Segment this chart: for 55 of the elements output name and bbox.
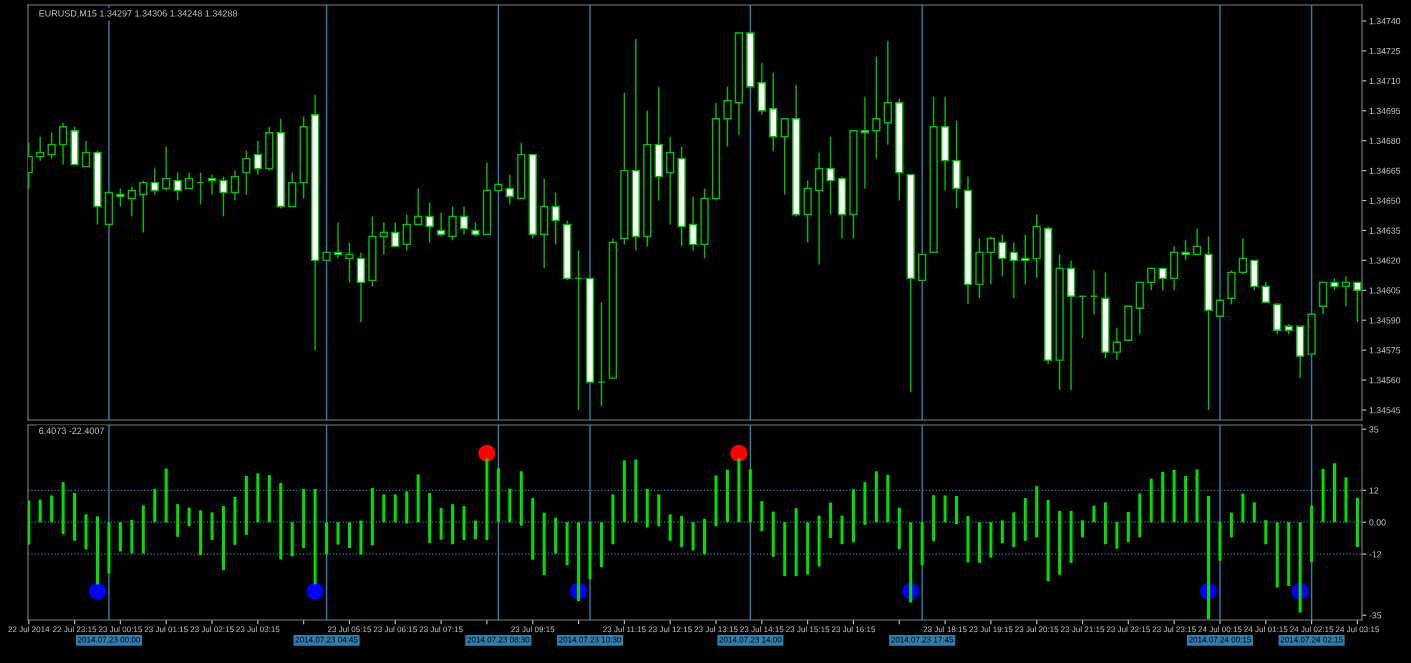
ref-line-label: 2014.07.23 00:00 xyxy=(77,636,140,643)
ref-line-label: 2014.07.24 00:15 xyxy=(1189,636,1251,643)
ref-line-label: 2014.07.23 14:00 xyxy=(719,636,782,643)
x-tick-label: 22 Jul 23:15 xyxy=(53,626,97,633)
chart-title: 6.4073 -22.4007 xyxy=(39,427,104,434)
y-tick-label: 12 xyxy=(1369,487,1379,494)
ref-line-label: 2014.07.23 17:45 xyxy=(891,636,954,643)
ref-line-label: 2014.07.23 04:45 xyxy=(295,636,358,643)
y-tick-label: 1.34590 xyxy=(1369,317,1401,324)
x-tick-label: 23 Jul 19:15 xyxy=(969,626,1013,633)
x-tick-label: 23 Jul 02:15 xyxy=(190,626,234,633)
x-tick-label: 23 Jul 05:15 xyxy=(327,626,372,633)
y-tick-label: 1.34695 xyxy=(1369,107,1401,114)
x-tick-label: 23 Jul 11:15 xyxy=(603,626,646,633)
x-tick-label: 23 Jul 20:15 xyxy=(1015,626,1059,633)
x-tick-label: 23 Jul 23:15 xyxy=(1152,626,1196,633)
y-tick-label: 1.34620 xyxy=(1369,257,1401,264)
ref-line-label: 2014.07.23 08:30 xyxy=(467,636,530,643)
y-tick-label: 1.34560 xyxy=(1369,377,1401,384)
y-tick-label: 0.00 xyxy=(1369,519,1386,526)
x-tick-label: 24 Jul 00:15 xyxy=(1198,626,1242,633)
ref-line-label: 2014.07.23 10:30 xyxy=(559,636,622,643)
x-tick-label: 23 Jul 00:15 xyxy=(98,626,143,633)
y-tick-label: 1.34650 xyxy=(1369,197,1401,204)
x-tick-label: 24 Jul 03:15 xyxy=(1335,626,1380,633)
y-tick-label: 1.34605 xyxy=(1369,287,1401,294)
x-tick-label: 23 Jul 18:15 xyxy=(923,626,967,633)
x-tick-label: 23 Jul 22:15 xyxy=(1106,626,1150,633)
y-tick-label: -35 xyxy=(1369,612,1382,619)
y-tick-label: 1.34545 xyxy=(1369,407,1401,414)
y-tick-label: 1.34680 xyxy=(1369,137,1401,144)
x-tick-label: 23 Jul 16:15 xyxy=(831,626,876,633)
y-tick-label: 1.34710 xyxy=(1369,77,1401,85)
y-tick-label: 35 xyxy=(1369,426,1379,433)
x-tick-label: 23 Jul 12:15 xyxy=(648,626,692,633)
x-tick-label: 23 Jul 01:15 xyxy=(144,626,188,633)
y-tick-label: -12 xyxy=(1369,551,1382,558)
ref-line-label: 2014.07.24 02:15 xyxy=(1280,636,1343,643)
x-tick-label: 23 Jul 03:15 xyxy=(236,626,280,633)
y-tick-label: 1.34635 xyxy=(1369,227,1401,234)
x-tick-label: 22 Jul 2014 xyxy=(8,626,50,633)
x-tick-label: 23 Jul 15:15 xyxy=(786,626,830,633)
x-tick-label: 23 Jul 06:15 xyxy=(373,626,417,633)
x-tick-label: 24 Jul 01:15 xyxy=(1244,626,1288,633)
x-tick-label: 23 Jul 13:15 xyxy=(694,626,738,633)
chart-title: EURUSD,M15 1.34297 1.34306 1.34248 1.34288 xyxy=(39,10,238,18)
y-tick-label: 1.34725 xyxy=(1369,47,1401,55)
y-tick-label: 1.34575 xyxy=(1369,347,1401,354)
x-tick-label: 23 Jul 09:15 xyxy=(511,626,555,633)
x-tick-label: 23 Jul 21:15 xyxy=(1060,626,1105,633)
x-tick-label: 23 Jul 14:15 xyxy=(740,626,784,633)
y-tick-label: 1.34665 xyxy=(1369,167,1401,174)
x-tick-label: 24 Jul 02:15 xyxy=(1290,626,1334,633)
x-tick-label: 23 Jul 07:15 xyxy=(419,626,463,633)
y-tick-label: 1.34740 xyxy=(1369,18,1401,25)
